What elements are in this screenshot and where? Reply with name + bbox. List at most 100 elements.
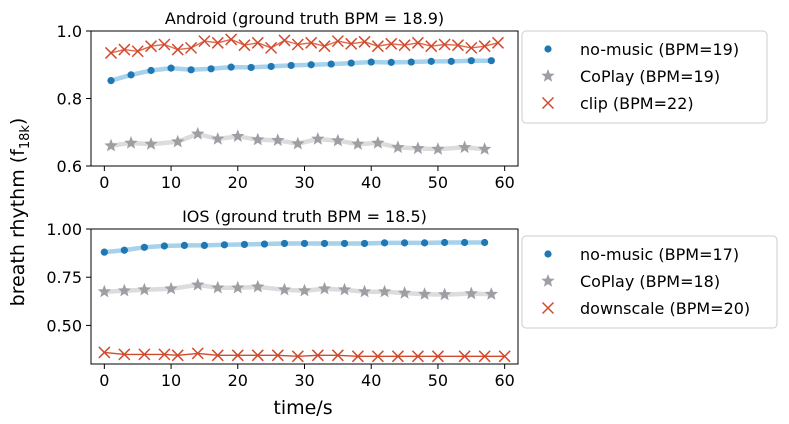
series-2-point-25: [438, 38, 451, 51]
series-2-point-17: [331, 35, 344, 48]
series-line-2: [110, 38, 499, 54]
x-tick-label: 30: [294, 371, 314, 390]
series-1-point-6: [231, 129, 245, 142]
x-tick-label: 60: [494, 173, 514, 192]
series-0-point-2: [140, 243, 148, 251]
series-2-point-19: [358, 35, 371, 48]
series-1-point-18: [484, 287, 498, 300]
series-0-point-14: [387, 58, 395, 66]
x-tick-label: 0: [99, 371, 109, 390]
series-2-point-13-stroke-b: [351, 350, 364, 363]
series-2-point-7-stroke-b: [198, 35, 211, 48]
legend: no-music (BPM=19) CoPlay (BPM=19) clip (BP…: [521, 30, 768, 124]
series-0-point-12: [340, 239, 349, 248]
series-1-point-14: [391, 140, 405, 154]
series-2-point-4-stroke-b: [158, 38, 171, 51]
series-1-point-17: [464, 286, 478, 300]
series-2-point-2-stroke-b: [131, 45, 144, 58]
series-1-point-4: [191, 277, 205, 291]
y-tick-label: 0.75: [46, 268, 82, 287]
series-1-point-9: [291, 136, 305, 150]
series-2-point-18-stroke-b: [345, 37, 358, 50]
y-axis-label-subscript: 18k: [18, 125, 33, 150]
series-2-point-20: [371, 40, 384, 53]
series-0-point-17: [447, 57, 455, 65]
series-2-point-12-stroke-b: [265, 41, 278, 54]
series-1-point-17: [458, 140, 472, 154]
series-2-point-18: [458, 350, 471, 363]
series-2-point-6-stroke-b: [211, 349, 224, 362]
series-2-point-17-stroke-b: [431, 350, 444, 363]
series-2-point-16: [318, 40, 331, 53]
series-2-point-19-stroke-b: [478, 350, 491, 363]
series-2-point-29-stroke-b: [491, 36, 505, 49]
series-1-point-11: [337, 282, 352, 296]
series-2-point-27: [465, 41, 478, 54]
legend: no-music (BPM=17) CoPlay (BPM=18) downscal…: [521, 235, 778, 329]
series-2-point-14: [291, 38, 304, 51]
series-2-point-7: [198, 35, 211, 48]
series-2-point-20: [498, 350, 511, 363]
series-2-point-22: [398, 39, 411, 52]
series-0-point-2: [147, 66, 155, 75]
x-tick-label: 30: [294, 173, 314, 192]
series-2-point-27-stroke-b: [465, 41, 478, 54]
series-1-point-13: [377, 284, 392, 298]
series-2-point-0-stroke-b: [104, 46, 118, 59]
x-tick-label: 20: [228, 371, 248, 390]
legend-marker-0: [544, 45, 552, 53]
series-2-point-11: [251, 36, 264, 49]
series-1-point-10: [317, 281, 332, 295]
series-1-point-13: [371, 136, 385, 149]
series-1-point-8: [271, 133, 285, 146]
series-2-point-22-stroke-b: [398, 39, 411, 52]
series-0-point-1: [120, 246, 128, 254]
series-0-point-9: [280, 239, 289, 248]
series-2-point-9: [225, 33, 238, 46]
series-2-point-20-stroke-b: [371, 40, 384, 53]
series-2-point-1-stroke-b: [118, 43, 131, 56]
series-2-point-7-stroke-b: [231, 349, 244, 362]
legend-entry-1: CoPlay (BPM=19): [580, 67, 720, 86]
series-1-point-7: [251, 279, 265, 293]
series-2-point-18-stroke-b: [458, 350, 471, 363]
series-2-point-10-stroke-b: [238, 39, 251, 52]
series-2-point-15: [391, 350, 404, 363]
x-tick-label: 60: [494, 371, 514, 390]
y-tick-label: 1.00: [46, 220, 82, 239]
x-tick-label: 50: [428, 371, 448, 390]
series-2-point-21: [385, 37, 398, 50]
series-2-point-10-stroke-b: [291, 350, 304, 363]
series-2-point-15-stroke-b: [305, 36, 318, 49]
series-2-point-26: [451, 39, 464, 52]
series-2-point-21-stroke-b: [385, 37, 398, 50]
series-2-point-0: [104, 46, 118, 59]
x-tick-label: 10: [161, 173, 181, 192]
series-2-point-11-stroke-b: [251, 36, 264, 49]
legend-marker-1: [541, 274, 555, 287]
ios-panel: IOS (ground truth BPM = 18.5) 0 10 20 30 40 50…: [46, 207, 778, 390]
series-2-point-3: [145, 40, 158, 53]
y-axis-label-main: breath rhythm (f: [7, 148, 29, 307]
x-tick-label: 40: [361, 173, 381, 192]
series-1-point-12: [357, 284, 372, 298]
series-1-point-11: [331, 133, 345, 147]
series-1-point-5: [211, 280, 225, 294]
series-2-point-24-stroke-b: [425, 40, 438, 53]
series-2-point-8: [211, 36, 224, 49]
series-2-point-12: [265, 41, 278, 54]
series-0-point-10: [300, 239, 309, 248]
series-1-point-15: [411, 141, 425, 155]
y-tick-label: 1.0: [57, 22, 82, 41]
series-0-point-18: [461, 238, 469, 247]
series-1-point-8: [277, 282, 292, 296]
legend-entry-1: CoPlay (BPM=18): [580, 272, 720, 291]
legend-box: [521, 235, 778, 329]
series-2-point-14-stroke-b: [371, 350, 384, 363]
x-axis-label: time/s: [273, 397, 332, 419]
series-1-point-3: [164, 281, 178, 295]
series-line-1: [102, 282, 494, 297]
series-2-point-0: [98, 346, 111, 359]
panel-title: Android (ground truth BPM = 18.9): [165, 9, 444, 28]
